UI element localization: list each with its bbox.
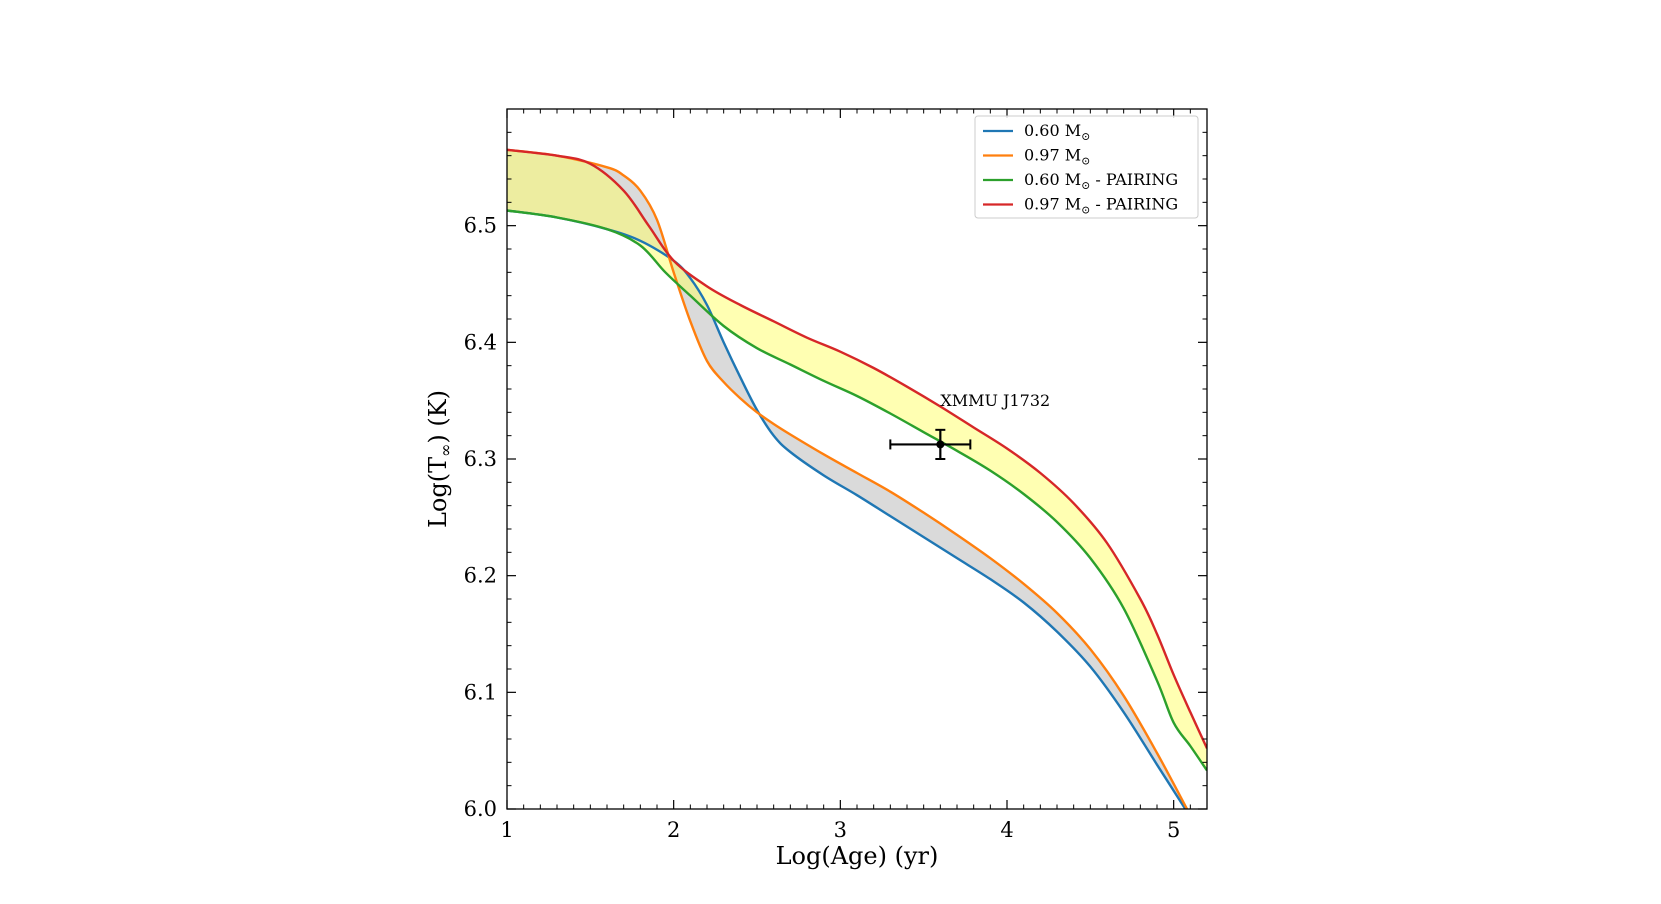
x-tick-label: 4 bbox=[1000, 818, 1013, 842]
y-axis-label-suffix: ) (K) bbox=[424, 390, 452, 444]
x-tick-label: 2 bbox=[667, 818, 680, 842]
legend-label-main: 0.97 M bbox=[1024, 146, 1081, 165]
legend-label-suffix: - PAIRING bbox=[1090, 170, 1178, 189]
y-tick-label: 6.4 bbox=[464, 330, 497, 354]
legend-label-main: 0.60 M bbox=[1024, 170, 1081, 189]
x-tick-label: 3 bbox=[834, 818, 847, 842]
legend-label-subscript: ⊙ bbox=[1081, 130, 1090, 143]
legend-label-4: 0.97 M⊙ - PAIRING bbox=[1024, 195, 1178, 217]
data-point-marker bbox=[936, 440, 945, 449]
legend-label-subscript: ⊙ bbox=[1081, 155, 1090, 168]
legend-label-1: 0.60 M⊙ bbox=[1024, 121, 1090, 143]
y-axis-label-main: Log(T bbox=[424, 457, 452, 528]
plot-frame bbox=[506, 108, 1208, 810]
x-tick-label: 1 bbox=[500, 818, 513, 842]
x-axis-label: Log(Age) (yr) bbox=[776, 842, 939, 870]
axis-ticks: 1 2 3 4 5 6.0 6.1 6.2 6.3 6.4 6.5 bbox=[464, 109, 1208, 842]
fill-regions bbox=[507, 149, 1207, 809]
series-line-4 bbox=[507, 148, 1207, 749]
y-axis-label-subscript: ∞ bbox=[436, 444, 455, 457]
legend-label-main: 0.60 M bbox=[1024, 121, 1081, 140]
legend-label-subscript: ⊙ bbox=[1081, 179, 1090, 192]
x-tick-label: 5 bbox=[1167, 818, 1180, 842]
legend-label-suffix: - PAIRING bbox=[1090, 195, 1178, 214]
legend-label-2: 0.97 M⊙ bbox=[1024, 146, 1090, 168]
data-point-group: XMMU J1732 bbox=[889, 391, 1050, 460]
y-tick-label: 6.5 bbox=[464, 214, 497, 238]
legend-label-subscript: ⊙ bbox=[1081, 204, 1090, 217]
fill-region-1 bbox=[507, 149, 1187, 809]
legend-label-main: 0.97 M bbox=[1024, 195, 1081, 214]
series-line-3 bbox=[507, 209, 1207, 772]
y-tick-label: 6.0 bbox=[464, 797, 497, 821]
legend-label-3: 0.60 M⊙ - PAIRING bbox=[1024, 170, 1178, 192]
y-tick-label: 6.1 bbox=[464, 680, 497, 704]
y-tick-label: 6.3 bbox=[464, 447, 497, 471]
data-point-label: XMMU J1732 bbox=[940, 391, 1050, 410]
y-tick-label: 6.2 bbox=[464, 564, 497, 588]
series-lines bbox=[507, 148, 1207, 809]
legend-box bbox=[974, 115, 1199, 219]
series-line-2 bbox=[507, 148, 1189, 809]
y-axis-label: Log(T∞) (K) bbox=[424, 390, 455, 528]
series-line-1 bbox=[507, 209, 1187, 809]
fill-region-2 bbox=[507, 149, 1207, 771]
